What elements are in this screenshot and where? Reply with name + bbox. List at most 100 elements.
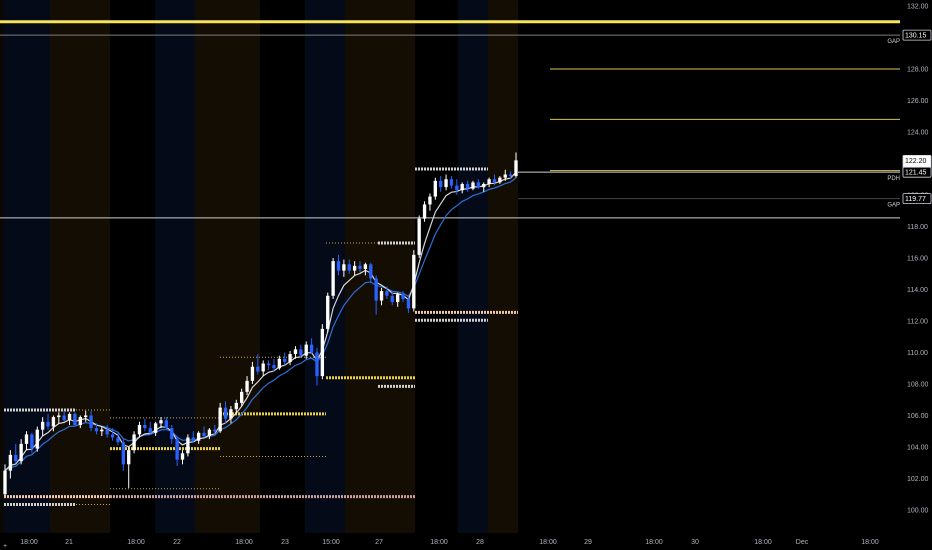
time-tick-label: 18:00 bbox=[539, 539, 557, 546]
time-tick-label: 18:00 bbox=[430, 539, 448, 546]
candle-body bbox=[422, 204, 427, 219]
candle bbox=[218, 402, 222, 433]
candle-body bbox=[121, 442, 126, 465]
price-axis[interactable]: 100.00 102.00 104.00 106.00 108.00 110.00 112.… bbox=[900, 0, 932, 550]
candle bbox=[153, 421, 158, 436]
candle-body bbox=[277, 358, 281, 369]
candle bbox=[148, 421, 152, 435]
candle bbox=[444, 174, 448, 191]
session-backgrounds bbox=[4, 0, 518, 533]
candle-body bbox=[331, 261, 335, 296]
session-band bbox=[195, 0, 260, 533]
candle-body bbox=[218, 407, 222, 432]
candle bbox=[8, 450, 13, 479]
session-band bbox=[50, 0, 110, 533]
candle bbox=[422, 201, 427, 222]
price-tick-label: 100.00 bbox=[907, 508, 929, 515]
candle-body bbox=[240, 391, 244, 403]
candle bbox=[331, 258, 335, 299]
candle bbox=[245, 376, 249, 396]
candle-body bbox=[293, 349, 298, 355]
candle-body bbox=[175, 439, 179, 460]
candle bbox=[261, 360, 265, 377]
price-tick-label: 126.00 bbox=[907, 98, 929, 105]
candle bbox=[326, 292, 330, 333]
candle bbox=[283, 352, 287, 366]
session-band bbox=[458, 0, 488, 533]
time-tick-label: 30 bbox=[691, 539, 699, 546]
candle bbox=[299, 344, 303, 358]
candle bbox=[164, 417, 169, 430]
candle bbox=[191, 431, 195, 443]
candle bbox=[40, 417, 45, 436]
price-label-value: 130.15 bbox=[905, 33, 927, 40]
candle bbox=[213, 424, 217, 435]
time-axis-bg bbox=[0, 533, 900, 550]
candle-body bbox=[250, 366, 255, 381]
candles bbox=[3, 152, 518, 496]
candle-body bbox=[401, 294, 405, 299]
candle bbox=[465, 180, 470, 192]
price-tick-label: 128.00 bbox=[907, 67, 929, 74]
candle bbox=[293, 346, 298, 359]
level-lines bbox=[0, 20, 900, 219]
candle-body bbox=[14, 454, 18, 462]
level-line-top bbox=[0, 20, 900, 24]
candle bbox=[455, 179, 459, 195]
candle bbox=[428, 193, 432, 211]
candle bbox=[67, 412, 72, 425]
candle bbox=[196, 431, 201, 444]
candle bbox=[250, 361, 255, 384]
time-axis[interactable]: 18:00 21 18:00 22 18:00 23 15:00 27 18:00 28 18:00… bbox=[0, 533, 900, 550]
price-label: 119.77 GAP bbox=[887, 193, 932, 209]
candle-body bbox=[315, 352, 319, 377]
price-tick-label: 118.00 bbox=[907, 224, 928, 231]
candle bbox=[89, 410, 93, 432]
time-tick-label: 18:00 bbox=[861, 539, 879, 546]
candle-body bbox=[406, 298, 411, 309]
candle bbox=[202, 426, 206, 438]
candle-body bbox=[433, 180, 437, 197]
candle bbox=[143, 418, 147, 432]
candle-body bbox=[62, 415, 66, 421]
candle-body bbox=[460, 183, 464, 191]
candle-body bbox=[492, 179, 497, 183]
candle-body bbox=[363, 264, 368, 270]
candle bbox=[514, 152, 518, 178]
price-tick-label: 108.00 bbox=[907, 382, 929, 389]
candle bbox=[30, 432, 34, 454]
candle-body bbox=[234, 402, 238, 410]
candle bbox=[385, 286, 389, 299]
candle bbox=[35, 426, 39, 452]
candle bbox=[186, 434, 190, 457]
candle bbox=[84, 410, 88, 422]
candle-body bbox=[369, 264, 373, 279]
price-tick-label: 112.00 bbox=[907, 319, 928, 326]
candle bbox=[116, 432, 120, 446]
candle-body bbox=[116, 437, 120, 443]
candle-body bbox=[164, 420, 169, 429]
candle-body bbox=[170, 428, 174, 440]
candle bbox=[223, 401, 228, 424]
price-tick-label: 106.00 bbox=[907, 413, 929, 420]
candle-body bbox=[78, 417, 82, 425]
candle-body bbox=[449, 179, 454, 186]
candle bbox=[180, 450, 185, 465]
candle-body bbox=[503, 174, 507, 178]
time-tick-label: 27 bbox=[375, 539, 383, 546]
candle-body bbox=[46, 421, 50, 427]
price-label: 130.15 GAP bbox=[887, 29, 932, 45]
candle bbox=[234, 399, 238, 414]
candle-body bbox=[19, 443, 23, 462]
candle bbox=[460, 182, 464, 194]
candle bbox=[352, 261, 357, 276]
candle bbox=[170, 424, 174, 444]
candle-body bbox=[342, 264, 346, 271]
candle bbox=[137, 421, 142, 438]
candle-body bbox=[471, 182, 475, 189]
candle-body bbox=[89, 415, 93, 429]
candle-body bbox=[153, 423, 158, 433]
candle-body bbox=[417, 218, 421, 255]
candle bbox=[256, 354, 260, 375]
